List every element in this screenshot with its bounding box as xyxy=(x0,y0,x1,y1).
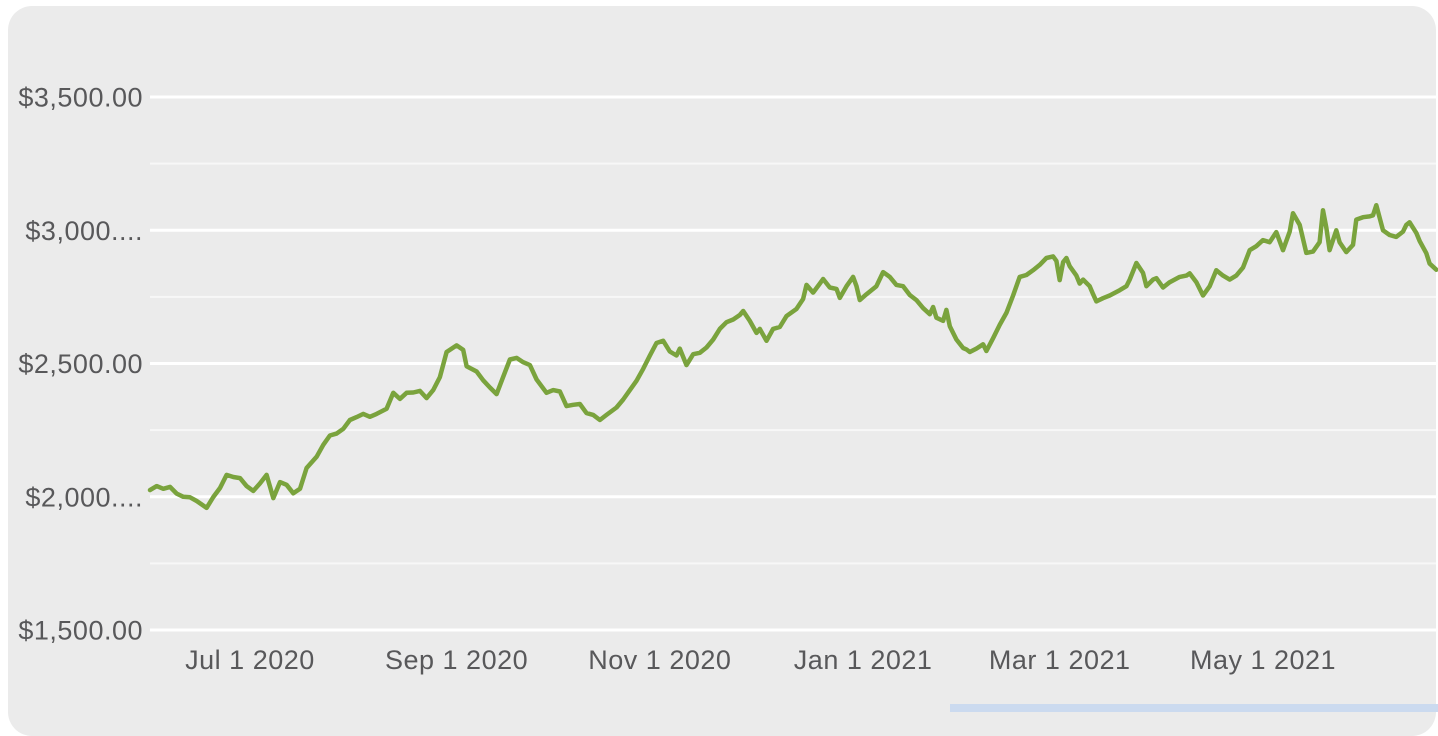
y-axis-label: $3,500.00 xyxy=(18,83,143,113)
chart-card xyxy=(8,6,1436,736)
x-axis-label: Sep 1 2020 xyxy=(385,645,528,675)
x-axis-label: Mar 1 2021 xyxy=(989,645,1131,675)
page-background: $3,500.00 $3,000.... $2,500.00 $2,000.... $1… xyxy=(8,6,1438,736)
y-axis-label: $2,000.... xyxy=(25,482,143,512)
partially-visible-bottom-element xyxy=(950,704,1438,712)
x-axis-label: Jul 1 2020 xyxy=(185,645,315,675)
y-axis-label: $1,500.00 xyxy=(18,616,143,646)
price-line xyxy=(147,202,1438,511)
price-line-chart: $3,500.00 $3,000.... $2,500.00 $2,000.... $1… xyxy=(18,83,1438,675)
y-axis-label: $2,500.00 xyxy=(18,349,143,379)
x-axis-label: Jan 1 2021 xyxy=(794,645,933,675)
y-axis-label: $3,000.... xyxy=(25,216,143,246)
x-axis-label: May 1 2021 xyxy=(1190,645,1336,675)
x-axis-label: Nov 1 2020 xyxy=(588,645,731,675)
